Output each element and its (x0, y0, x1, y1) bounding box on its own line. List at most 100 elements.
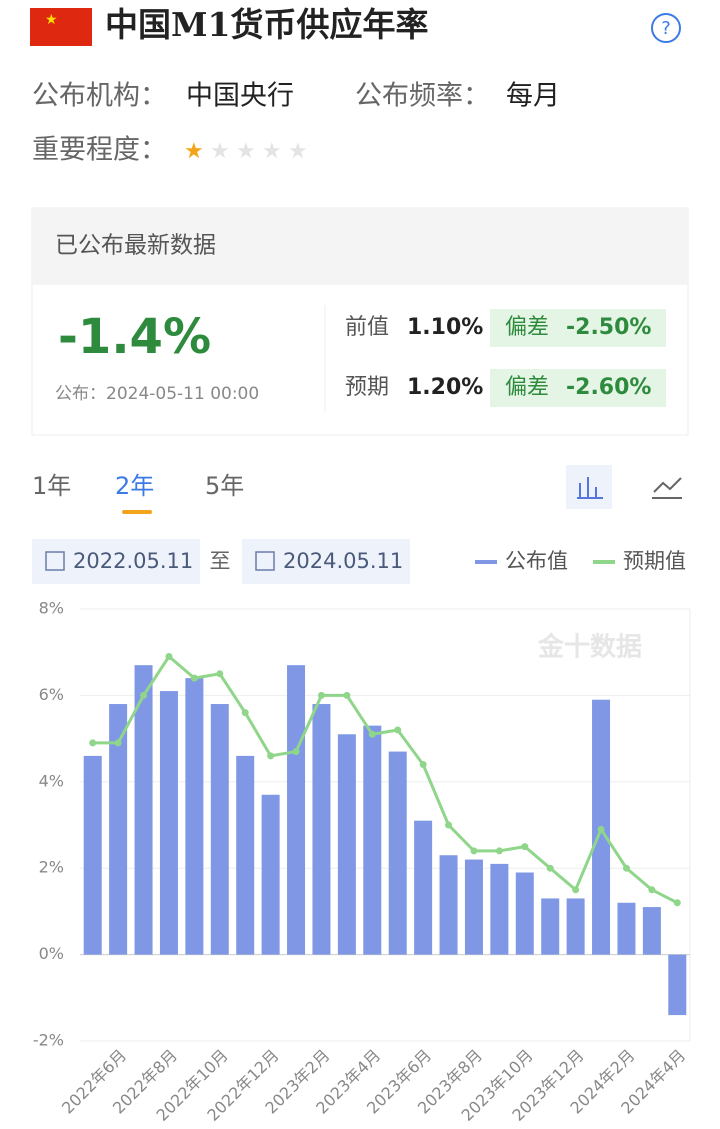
point (89, 739, 97, 747)
point (114, 739, 122, 747)
page-title: 中国M1货币供应年率 (105, 5, 429, 44)
line-view-button[interactable] (652, 477, 682, 499)
flag-star: ★ (45, 12, 58, 28)
deviation-value: -2.50% (566, 315, 651, 340)
published-time: 公布：2024-05-11 00:00 (55, 384, 259, 404)
deviation-label: 偏差 (505, 315, 549, 340)
bar (388, 751, 407, 955)
bar (210, 704, 229, 955)
bar (236, 755, 255, 955)
card-heading: 已公布最新数据 (55, 233, 216, 259)
point (546, 864, 554, 872)
bar (515, 872, 534, 955)
forecast-value: 1.20% (407, 375, 483, 400)
forecast-label: 预期 (345, 375, 389, 400)
bar (439, 855, 458, 955)
line (92, 654, 678, 905)
point (445, 821, 453, 829)
agency: 中国央行 (186, 81, 294, 112)
frequency-label: 公布频率： (355, 81, 490, 112)
deviation-value: -2.60% (566, 375, 651, 400)
range-separator: 至 (210, 549, 231, 573)
legend-swatch (593, 560, 615, 564)
tab[interactable]: 2年 (115, 472, 154, 500)
bar (109, 704, 128, 955)
tab[interactable]: 1年 (32, 472, 71, 500)
bar (541, 898, 560, 955)
bar (642, 907, 661, 955)
legend-swatch (475, 560, 497, 564)
actual-value: -1.4% (58, 309, 211, 365)
bar (414, 820, 433, 955)
bar (490, 863, 509, 955)
calendar-icon (255, 551, 275, 571)
previous-value: 1.10% (407, 315, 483, 340)
help-text[interactable]: ? (661, 18, 671, 39)
star: ★ (210, 139, 230, 164)
point (165, 653, 173, 661)
y-tick-label: 2% (39, 858, 64, 877)
end-date[interactable]: 2024.05.11 (283, 549, 403, 573)
y-tick-label: 4% (39, 771, 64, 790)
point (495, 847, 503, 855)
deviation-label: 偏差 (505, 375, 549, 400)
watermark: 金十数据 (537, 632, 642, 663)
point (470, 847, 478, 855)
point (140, 691, 148, 699)
help-icon[interactable] (651, 13, 681, 43)
point (343, 691, 351, 699)
tab-underline (122, 510, 152, 514)
point (216, 670, 224, 678)
bar (287, 665, 306, 955)
bar (363, 725, 382, 955)
bar-icon[interactable] (577, 477, 603, 499)
bar (337, 734, 356, 955)
bar (134, 665, 153, 955)
star: ★ (184, 139, 204, 164)
point (521, 843, 529, 851)
calendar-icon (45, 551, 65, 571)
y-tick-label: 8% (39, 599, 64, 618)
point (622, 864, 630, 872)
bar (159, 691, 178, 955)
legend-label: 公布值 (505, 549, 568, 573)
previous-label: 前值 (345, 315, 389, 340)
bar (185, 678, 204, 955)
card-header (32, 208, 688, 285)
flag (30, 8, 92, 46)
point (292, 748, 300, 756)
y-tick-label: -2% (33, 1031, 64, 1050)
agency-label: 公布机构： (32, 81, 167, 112)
point (597, 825, 605, 833)
point (267, 752, 275, 760)
bar (261, 794, 280, 955)
star: ★ (262, 139, 282, 164)
bar (312, 704, 331, 955)
y-tick-label: 0% (39, 944, 64, 963)
point (673, 899, 681, 907)
bar (617, 902, 636, 955)
y-tick-label: 6% (39, 685, 64, 704)
point (241, 709, 249, 717)
tab[interactable]: 5年 (205, 472, 244, 500)
point (572, 886, 580, 894)
bar (566, 898, 585, 955)
point (190, 674, 198, 682)
point (419, 761, 427, 769)
start-date-pill[interactable] (32, 539, 200, 584)
importance-label: 重要程度： (32, 135, 167, 166)
point (394, 726, 402, 734)
point (368, 730, 376, 738)
point (317, 691, 325, 699)
deviation-badge (490, 309, 666, 347)
frequency: 每月 (506, 81, 560, 112)
star: ★ (236, 139, 256, 164)
star: ★ (288, 139, 308, 164)
end-date-pill[interactable] (242, 539, 410, 584)
start-date[interactable]: 2022.05.11 (73, 549, 193, 573)
deviation-badge (490, 369, 666, 407)
point (648, 886, 656, 894)
legend-label: 预期值 (623, 549, 686, 573)
bar (668, 954, 687, 1016)
